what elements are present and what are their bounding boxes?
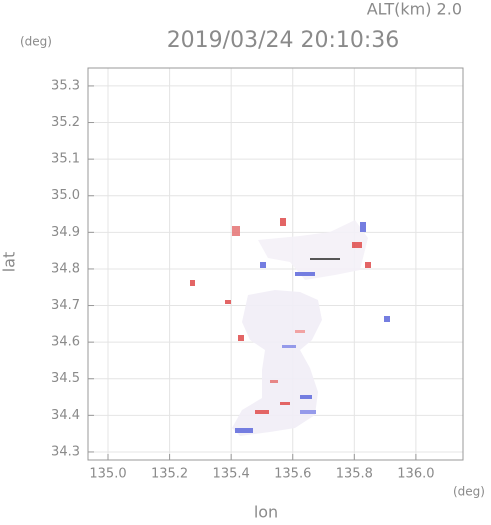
y-tick-label: 34.9 xyxy=(51,225,80,240)
echo-speckles xyxy=(190,218,390,433)
x-unit: (deg) xyxy=(453,485,485,499)
chart-title: 2019/03/24 20:10:36 xyxy=(167,28,400,53)
y-axis-label: lat xyxy=(0,252,19,273)
y-tick-label: 35.2 xyxy=(51,115,80,130)
y-tick-label: 34.4 xyxy=(51,408,80,423)
radar-echo xyxy=(190,218,390,436)
x-axis-label: lon xyxy=(254,503,278,522)
echo-area xyxy=(232,290,322,436)
y-tick-label: 34.8 xyxy=(51,261,80,276)
y-tick-label: 34.7 xyxy=(51,298,80,313)
y-tick-label: 35.1 xyxy=(51,152,80,167)
y-tick-label: 34.3 xyxy=(51,444,80,459)
plot-frame xyxy=(87,67,464,461)
y-tick-label: 35.3 xyxy=(51,78,80,93)
y-tick-label: 35.0 xyxy=(51,188,80,203)
y-tick-label: 34.6 xyxy=(51,335,80,350)
x-tick-label: 135.6 xyxy=(274,467,311,482)
y-unit: (deg) xyxy=(20,35,52,49)
x-tick-label: 135.8 xyxy=(336,467,373,482)
x-tick-label: 135.4 xyxy=(213,467,250,482)
x-tick-label: 135.0 xyxy=(89,467,126,482)
echo-area xyxy=(258,220,368,280)
y-tick-label: 34.5 xyxy=(51,371,80,386)
altitude-label: ALT(km) 2.0 xyxy=(367,0,462,19)
x-tick-label: 136.0 xyxy=(397,467,434,482)
grid xyxy=(88,68,463,460)
x-tick-label: 135.2 xyxy=(151,467,188,482)
